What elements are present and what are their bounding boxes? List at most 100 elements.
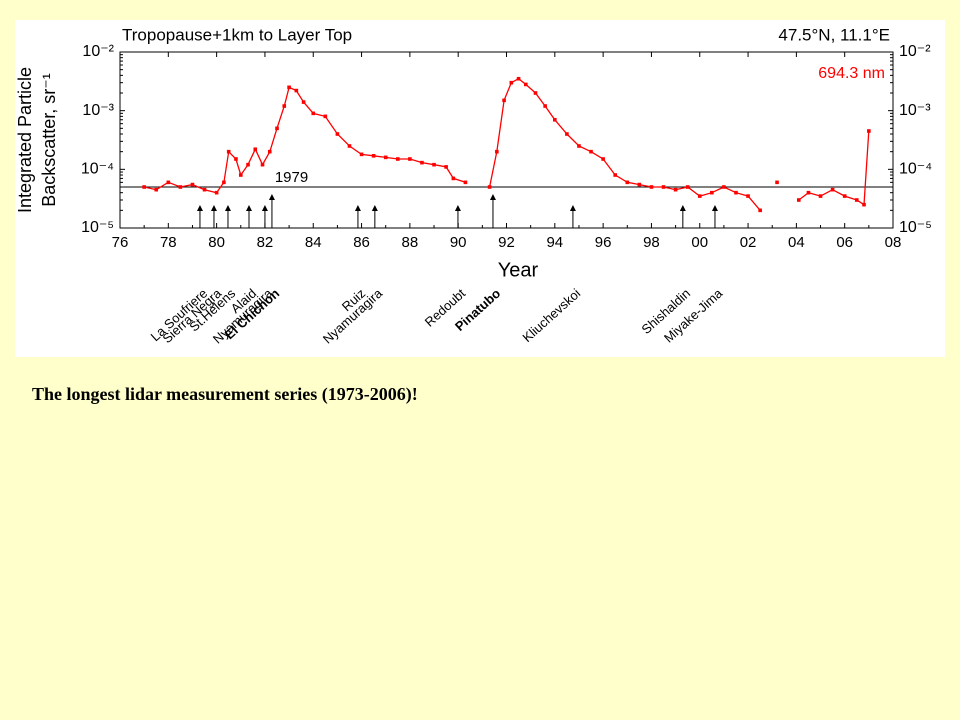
- x-tick-label: 06: [836, 234, 853, 251]
- x-tick-label: 90: [450, 234, 467, 251]
- data-point: [806, 190, 811, 195]
- data-point: [495, 149, 499, 154]
- data-point: [842, 194, 847, 198]
- y-tick-label: 10⁻²: [82, 43, 114, 60]
- data-point: [202, 187, 207, 192]
- data-point: [238, 173, 243, 177]
- data-point: [222, 180, 226, 185]
- data-point: [267, 149, 272, 154]
- arrow-head: [489, 194, 496, 200]
- data-point: [661, 185, 666, 189]
- data-point: [154, 187, 159, 192]
- data-point: [818, 194, 823, 198]
- data-point: [487, 185, 492, 189]
- data-point: [178, 185, 183, 189]
- data-point: [301, 100, 306, 104]
- y-tick-label: 10⁻²: [899, 43, 931, 60]
- data-point: [166, 180, 171, 185]
- arrow-head: [711, 205, 718, 211]
- y-tick-label: 10⁻⁴: [899, 161, 932, 178]
- x-tick-label: 78: [160, 234, 177, 251]
- data-point: [613, 173, 618, 177]
- data-point: [854, 198, 859, 202]
- data-point: [796, 198, 801, 202]
- data-point: [502, 98, 506, 103]
- data-point: [601, 157, 605, 161]
- data-point: [649, 185, 654, 189]
- data-point: [383, 155, 388, 160]
- data-point: [287, 85, 291, 90]
- x-tick-label: 02: [740, 234, 757, 251]
- data-point: [509, 80, 514, 85]
- x-tick-label: 86: [353, 234, 370, 251]
- data-point: [625, 180, 630, 185]
- data-point: [451, 176, 456, 181]
- wavelength-label: 694.3 nm: [818, 65, 885, 82]
- y-tick-label: 10⁻³: [82, 102, 114, 119]
- x-tick-label: 92: [498, 234, 515, 251]
- data-point: [758, 208, 762, 213]
- data-point: [335, 132, 340, 136]
- data-point: [734, 190, 738, 195]
- data-point: [294, 88, 299, 93]
- x-tick-label: 84: [305, 234, 322, 251]
- x-tick-label: 82: [257, 234, 274, 251]
- data-point: [746, 194, 750, 198]
- data-point: [395, 157, 400, 161]
- data-point: [420, 160, 424, 165]
- arrow-head: [268, 194, 275, 200]
- data-point: [722, 185, 726, 189]
- x-tick-label: 88: [402, 234, 419, 251]
- data-point: [524, 82, 528, 87]
- data-point: [637, 182, 642, 187]
- arrow-head: [196, 205, 203, 211]
- x-tick-label: 98: [643, 234, 660, 251]
- data-point: [371, 154, 376, 158]
- data-point: [543, 104, 547, 108]
- y-tick-label: 10⁻⁵: [899, 219, 932, 236]
- data-point: [142, 185, 146, 189]
- x-tick-label: 08: [885, 234, 902, 251]
- arrow-head: [371, 205, 378, 211]
- data-point: [553, 117, 557, 122]
- reference-label: 1979: [275, 169, 308, 186]
- y-tick-label: 10⁻⁴: [81, 161, 114, 178]
- arrow-head: [354, 205, 361, 211]
- arrow-head: [224, 205, 231, 211]
- data-point: [246, 162, 250, 167]
- data-point: [673, 187, 678, 192]
- data-point: [234, 157, 238, 161]
- arrow-head: [454, 205, 461, 211]
- data-point: [463, 180, 468, 185]
- data-point: [444, 165, 448, 169]
- data-point: [282, 104, 287, 108]
- data-point: [685, 185, 690, 189]
- data-point: [862, 202, 866, 207]
- arrow-head: [679, 205, 686, 211]
- data-point: [323, 114, 328, 119]
- y-axis-label: Backscatter, sr⁻¹: [39, 73, 59, 207]
- data-point: [226, 149, 231, 154]
- data-point: [432, 162, 436, 167]
- data-point: [565, 132, 569, 136]
- data-point: [533, 91, 538, 95]
- x-tick-label: 94: [546, 234, 563, 251]
- data-point: [190, 182, 195, 187]
- arrow-head: [569, 205, 576, 211]
- location: 47.5°N, 11.1°E: [778, 25, 890, 44]
- chart-title: Tropopause+1km to Layer Top: [122, 25, 352, 44]
- x-tick-label: 00: [691, 234, 708, 251]
- x-axis-label: Year: [498, 259, 539, 281]
- arrow-head: [210, 205, 217, 211]
- x-tick-label: 80: [208, 234, 225, 251]
- data-point: [347, 144, 352, 148]
- data-point: [359, 152, 364, 157]
- caption: The longest lidar measurement series (19…: [32, 384, 418, 405]
- arrow-head: [261, 205, 268, 211]
- data-point: [260, 162, 265, 167]
- data-point: [214, 190, 219, 195]
- data-point: [516, 76, 521, 81]
- data-point: [697, 194, 702, 198]
- data-point: [275, 126, 279, 131]
